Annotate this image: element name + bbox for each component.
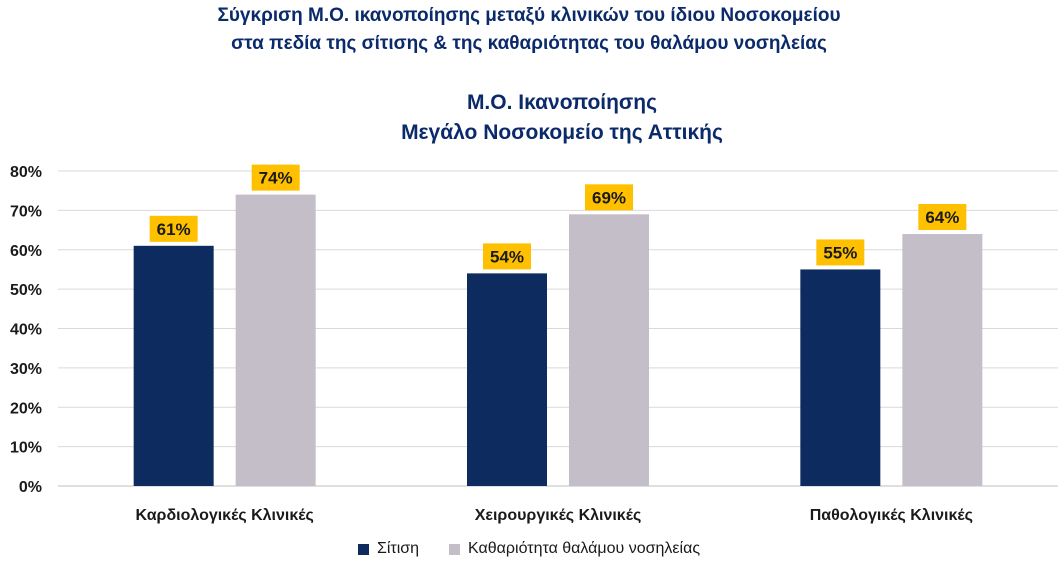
data-label-box: [483, 243, 531, 270]
y-tick-label: 70%: [10, 203, 42, 220]
data-label-box: [585, 184, 633, 211]
y-tick-label: 0%: [19, 479, 42, 496]
legend-swatch-sitisi: [357, 543, 369, 555]
bar: [569, 214, 649, 486]
legend-item-sitisi: Σίτιση: [357, 540, 420, 558]
data-label: 55%: [823, 243, 857, 262]
data-label-box: [251, 164, 300, 191]
bar: [467, 273, 547, 486]
bar: [800, 269, 881, 486]
legend-label-sitisi: Σίτιση: [376, 540, 420, 557]
page-title: Σύγκριση Μ.Ο. ικανοποίησης μεταξύ κλινικ…: [0, 2, 1058, 58]
chart-title: Μ.Ο. Ικανοποίησης Μεγάλο Νοσοκομείο της …: [0, 88, 1058, 148]
data-label-box: [149, 215, 198, 242]
bar: [133, 245, 214, 486]
data-label: 54%: [490, 247, 524, 266]
chart-title-main: Μ.Ο. Ικανοποίησης: [466, 91, 658, 114]
bar: [902, 234, 983, 486]
data-label: 69%: [592, 188, 626, 207]
y-tick-label: 30%: [10, 361, 42, 378]
bar: [235, 194, 316, 486]
data-label: 64%: [925, 208, 959, 227]
page-title-line1: Σύγκριση Μ.Ο. ικανοποίησης μεταξύ κλινικ…: [217, 5, 841, 26]
y-tick-label: 10%: [10, 440, 42, 457]
x-category-label: Χειρουργικές Κλινικές: [475, 507, 642, 524]
y-tick-label: 40%: [10, 322, 42, 339]
page-title-line2: στα πεδία της σίτισης & της καθαριότητας…: [231, 33, 827, 54]
x-category-label: Καρδιολογικές Κλινικές: [136, 507, 314, 524]
x-category-label: Παθολογικές Κλινικές: [810, 507, 973, 524]
data-label: 61%: [157, 220, 191, 239]
data-label-box: [918, 204, 967, 230]
data-label: 74%: [259, 169, 293, 188]
legend-swatch-kathariotita: [449, 543, 461, 555]
legend: Σίτιση Καθαριότητα θαλάμου νοσηλείας: [0, 540, 1058, 558]
data-label-box: [816, 239, 865, 266]
legend-item-katharioτητα: Καθαριότητα θαλάμου νοσηλείας: [449, 540, 700, 558]
y-tick-label: 50%: [10, 282, 42, 299]
chart-subtitle: Μεγάλο Νοσοκομείο της Αττικής: [401, 121, 723, 144]
legend-label-kathariotita: Καθαριότητα θαλάμου νοσηλείας: [468, 540, 701, 557]
y-tick-label: 80%: [10, 164, 42, 181]
y-tick-label: 20%: [10, 400, 42, 417]
y-tick-label: 60%: [10, 243, 42, 260]
